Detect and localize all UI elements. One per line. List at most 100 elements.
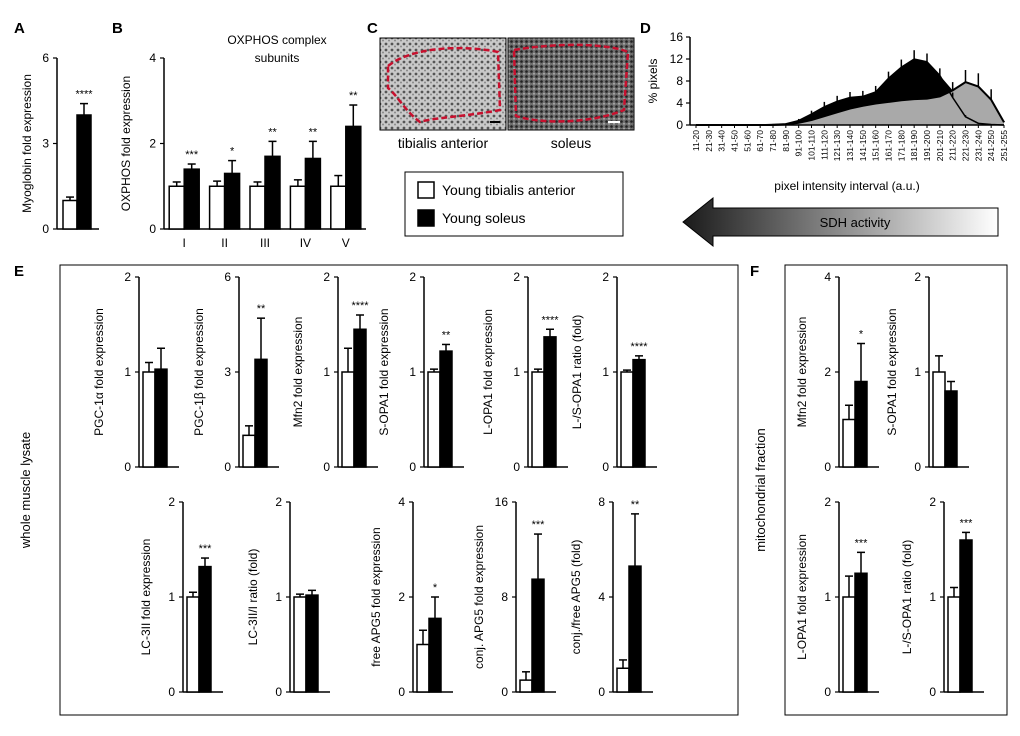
bar-ta xyxy=(62,199,78,230)
y-tick-label: 8 xyxy=(598,495,605,509)
bar-ta xyxy=(932,371,946,468)
y-tick-label: 1 xyxy=(168,590,175,604)
x-tick-label: 11-20 xyxy=(691,130,701,151)
chart-e6: 0 1 2 **** L-/S-OPA1 ratio (fold) xyxy=(570,270,657,474)
x-tick-label: 221-230 xyxy=(961,130,971,161)
legend: Young tibialis anterior Young soleus xyxy=(404,171,624,237)
bar-ta xyxy=(620,371,634,468)
x-tick-label: 51-60 xyxy=(742,130,752,152)
y-tick-label: 0 xyxy=(42,222,49,236)
y-tick-label: 2 xyxy=(824,495,831,509)
x-tick-label: 71-80 xyxy=(768,130,778,152)
y-tick-label: 0 xyxy=(824,685,831,699)
ta-caption: tibialis anterior xyxy=(398,135,489,151)
y-tick-label: 1 xyxy=(929,590,936,604)
panel-b-oxphos-chart: 0 2 4 *** I * II ** III ** IV ** V OXPHOS complex subu… xyxy=(119,33,366,250)
x-tick-label: 241-250 xyxy=(986,130,996,161)
y-tick-label: 2 xyxy=(398,590,405,604)
bar-soleus xyxy=(345,125,362,230)
significance-label: **** xyxy=(541,314,559,326)
x-tick-label: 161-170 xyxy=(884,130,894,161)
bar-soleus xyxy=(944,390,958,468)
y-tick-label: 0 xyxy=(124,460,131,474)
y-tick-label: 6 xyxy=(42,51,49,65)
chart-e2: 0 3 6 ** PGC-1β fold expression xyxy=(192,270,279,474)
x-tick-label: 201-210 xyxy=(935,130,945,161)
y-tick-label: 0 xyxy=(168,685,175,699)
bar-soleus xyxy=(543,336,557,468)
y-axis-label: L-/S-OPA1 ratio (fold) xyxy=(570,315,584,429)
x-tick-label: 101-110 xyxy=(807,130,817,161)
y-tick-label: 8 xyxy=(501,590,508,604)
y-tick-label: 2 xyxy=(275,495,282,509)
bar-ta xyxy=(341,371,355,468)
panel-letter-a: A xyxy=(14,20,25,37)
bar-ta xyxy=(427,371,441,468)
bar-soleus xyxy=(428,617,442,693)
sdh-arrow-label: SDH activity xyxy=(820,215,891,230)
significance-label: * xyxy=(230,146,235,158)
bar-soleus xyxy=(531,578,545,693)
bar-soleus xyxy=(632,358,646,468)
bar-ta xyxy=(249,185,266,230)
soleus-caption: soleus xyxy=(551,135,591,151)
y-tick-label: 0 xyxy=(602,460,609,474)
y-tick-label: 0 xyxy=(513,460,520,474)
y-tick-label: 0 xyxy=(929,685,936,699)
chart-e11: 0 4 8 ** conj./free APG5 (fold) xyxy=(569,495,653,699)
chart-e9: 0 2 4 * free APG5 fold expression xyxy=(369,495,453,699)
significance-label: *** xyxy=(855,537,869,549)
panel-letter-d: D xyxy=(640,20,651,37)
y-axis-label: conj. APG5 fold expression xyxy=(472,525,486,669)
y-tick-label: 16 xyxy=(495,495,509,509)
chart-e8: 0 1 2 LC-3II/I ratio (fold) xyxy=(246,495,330,699)
y-tick-label: 0 xyxy=(501,685,508,699)
bar-ta xyxy=(519,679,533,693)
x-tick-label: 151-160 xyxy=(871,130,881,161)
x-tick-label: V xyxy=(342,236,350,250)
y-tick-label: 1 xyxy=(124,365,131,379)
panel-e-side-label: whole muscle lysate xyxy=(18,432,33,549)
bar-soleus xyxy=(264,155,281,230)
significance-label: **** xyxy=(75,89,93,101)
y-tick-label: 4 xyxy=(598,590,605,604)
significance-label: ** xyxy=(257,303,266,315)
bar-ta xyxy=(616,667,630,693)
y-tick-label: 2 xyxy=(513,270,520,284)
y-tick-label: 1 xyxy=(275,590,282,604)
sdh-arrow: SDH activity xyxy=(682,196,999,248)
bar-soleus xyxy=(154,368,168,468)
y-axis-label: S-OPA1 fold expression xyxy=(377,308,391,435)
bar-ta xyxy=(289,185,307,230)
x-axis-label: pixel intensity interval (a.u.) xyxy=(774,179,919,193)
title-line: OXPHOS complex xyxy=(227,33,326,47)
x-tick-label: 231-240 xyxy=(973,130,983,161)
y-tick-label: 1 xyxy=(602,365,609,379)
chart-e7: 0 1 2 *** LC-3II fold expression xyxy=(139,495,223,699)
y-tick-label: 2 xyxy=(409,270,416,284)
title-line: subunits xyxy=(255,51,300,65)
x-tick-label: 251-255 xyxy=(999,130,1009,161)
x-tick-label: 121-130 xyxy=(832,130,842,161)
y-tick-label: 3 xyxy=(42,137,49,151)
legend-box xyxy=(404,171,624,237)
panel-letter-c: C xyxy=(367,20,378,37)
legend-label-ta: Young tibialis anterior xyxy=(442,182,576,198)
y-axis-label: S-OPA1 fold expression xyxy=(885,308,899,435)
y-tick-label: 4 xyxy=(398,495,405,509)
x-tick-label: 21-30 xyxy=(704,130,714,152)
bar-soleus xyxy=(854,380,868,468)
y-tick-label: 2 xyxy=(602,270,609,284)
significance-label: *** xyxy=(960,517,974,529)
y-tick-label: 4 xyxy=(149,51,156,65)
significance-label: ** xyxy=(442,329,451,341)
x-tick-label: 181-190 xyxy=(909,130,919,161)
x-tick-label: 41-50 xyxy=(730,130,740,152)
chart-f2: 0 1 2 S-OPA1 fold expression xyxy=(885,270,969,474)
panel-a-myoglobin-chart: 0 3 6 **** Myoglobin fold expression xyxy=(20,51,99,236)
ta-outline xyxy=(386,46,502,124)
y-tick-label: 4 xyxy=(676,96,683,110)
x-tick-label: 211-220 xyxy=(948,130,958,161)
chart-e5: 0 1 2 **** L-OPA1 fold expression xyxy=(481,270,568,474)
